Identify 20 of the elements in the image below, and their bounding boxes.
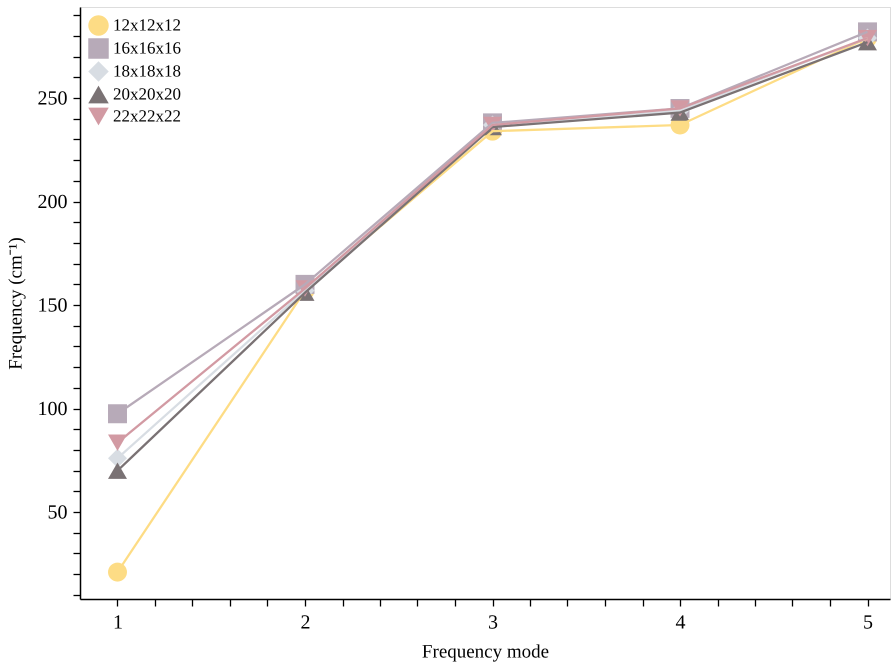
point <box>108 462 127 479</box>
x-axis-title: Frequency mode <box>422 642 550 662</box>
y-axis-title: Frequency (cm⁻¹) <box>6 237 26 370</box>
legend-label: 12x12x12 <box>113 16 181 34</box>
legend-label: 18x18x18 <box>113 62 181 80</box>
y-tick-label: 200 <box>38 191 68 214</box>
x-tick-label: 4 <box>676 612 686 634</box>
x-tick-label: 3 <box>488 612 498 634</box>
legend-label: 22x22x22 <box>113 106 181 126</box>
point <box>108 562 127 582</box>
x-tick-label: 2 <box>300 612 310 634</box>
y-tick-label: 100 <box>38 398 68 420</box>
point <box>108 404 127 424</box>
legend-label: 20x20x20 <box>113 84 181 104</box>
y-tick-label: 250 <box>38 88 68 110</box>
x-tick-label: 1 <box>113 612 123 634</box>
y-tick-label: 50 <box>48 502 68 524</box>
x-tick-label: 5 <box>863 612 873 634</box>
legend-label: 16x16x16 <box>113 38 181 58</box>
y-tick-label: 150 <box>38 294 68 317</box>
